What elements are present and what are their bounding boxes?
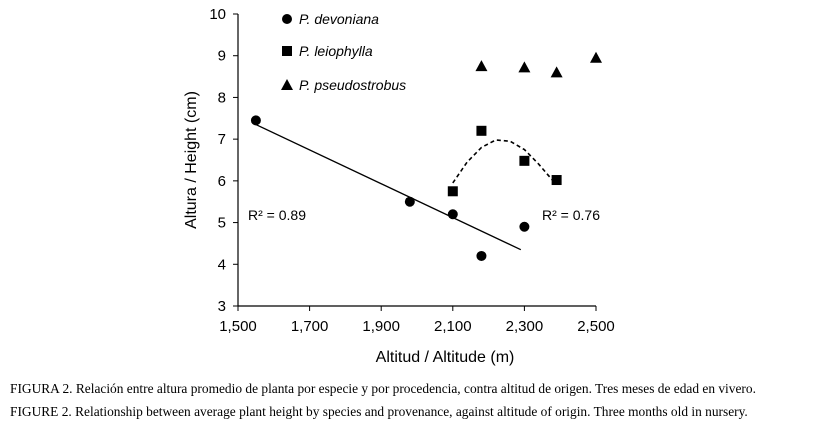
p-leiophylla-point bbox=[447, 186, 458, 197]
plot-area: 3 4 5 6 7 8 9 10 1,500 1,700 1,900 2,100 2,300 2,500 P… bbox=[209, 6, 614, 335]
p-leiophylla-point bbox=[476, 125, 487, 136]
legend-p-pseudostrobus-marker bbox=[281, 79, 293, 90]
x-tick-label: 2,300 bbox=[506, 318, 544, 335]
figure-caption-spanish: FIGURA 2. Relación entre altura promedio… bbox=[10, 381, 756, 396]
x-tick-label: 1,700 bbox=[291, 318, 329, 335]
p-devoniana-point bbox=[404, 196, 415, 207]
y-tick-label: 7 bbox=[218, 131, 226, 148]
y-tick-label: 10 bbox=[209, 6, 226, 23]
x-tick-label: 2,100 bbox=[434, 318, 472, 335]
p-devoniana-point bbox=[250, 115, 261, 126]
y-tick-label: 3 bbox=[218, 298, 226, 315]
p-leiophylla-point bbox=[551, 175, 562, 186]
legend-p-pseudostrobus-label: P. pseudostrobus bbox=[299, 77, 406, 93]
devoniana-trend-line bbox=[255, 123, 522, 251]
p-devoniana-point bbox=[519, 221, 530, 232]
p-devoniana-point bbox=[447, 209, 458, 220]
x-tick-label: 1,900 bbox=[362, 318, 400, 335]
p-pseudostrobus-point bbox=[518, 61, 531, 73]
p-pseudostrobus-point bbox=[590, 51, 602, 63]
x-axis-label: Altitud / Altitude (m) bbox=[376, 349, 515, 366]
y-axis-label: Altura / Height (cm) bbox=[183, 91, 200, 229]
p-leiophylla-point bbox=[519, 155, 530, 166]
figure-caption-english: FIGURE 2. Relationship between average p… bbox=[10, 404, 748, 419]
p-devoniana-point bbox=[476, 250, 487, 261]
y-tick-label: 6 bbox=[218, 173, 226, 190]
legend-p-devoniana-marker bbox=[282, 14, 292, 24]
leiophylla-r2-label: R² = 0.76 bbox=[542, 207, 600, 223]
height-altitude-chart: 3 4 5 6 7 8 9 10 1,500 1,700 1,900 2,100 2,300 2,500 P… bbox=[183, 6, 615, 366]
p-pseudostrobus-point bbox=[550, 66, 563, 78]
legend-p-leiophylla-label: P. leiophylla bbox=[299, 43, 373, 59]
legend-p-leiophylla-marker bbox=[282, 46, 292, 56]
y-tick-label: 9 bbox=[218, 48, 226, 65]
p-pseudostrobus-point bbox=[475, 60, 488, 72]
y-tick-label: 4 bbox=[218, 256, 226, 273]
x-tick-label: 1,500 bbox=[219, 318, 257, 335]
leiophylla-trend-curve bbox=[452, 139, 554, 184]
x-tick-label: 2,500 bbox=[577, 318, 615, 335]
legend-p-devoniana-label: P. devoniana bbox=[299, 11, 379, 27]
y-tick-label: 8 bbox=[218, 89, 226, 106]
y-tick-label: 5 bbox=[218, 215, 226, 232]
devoniana-r2-label: R² = 0.89 bbox=[248, 207, 306, 223]
